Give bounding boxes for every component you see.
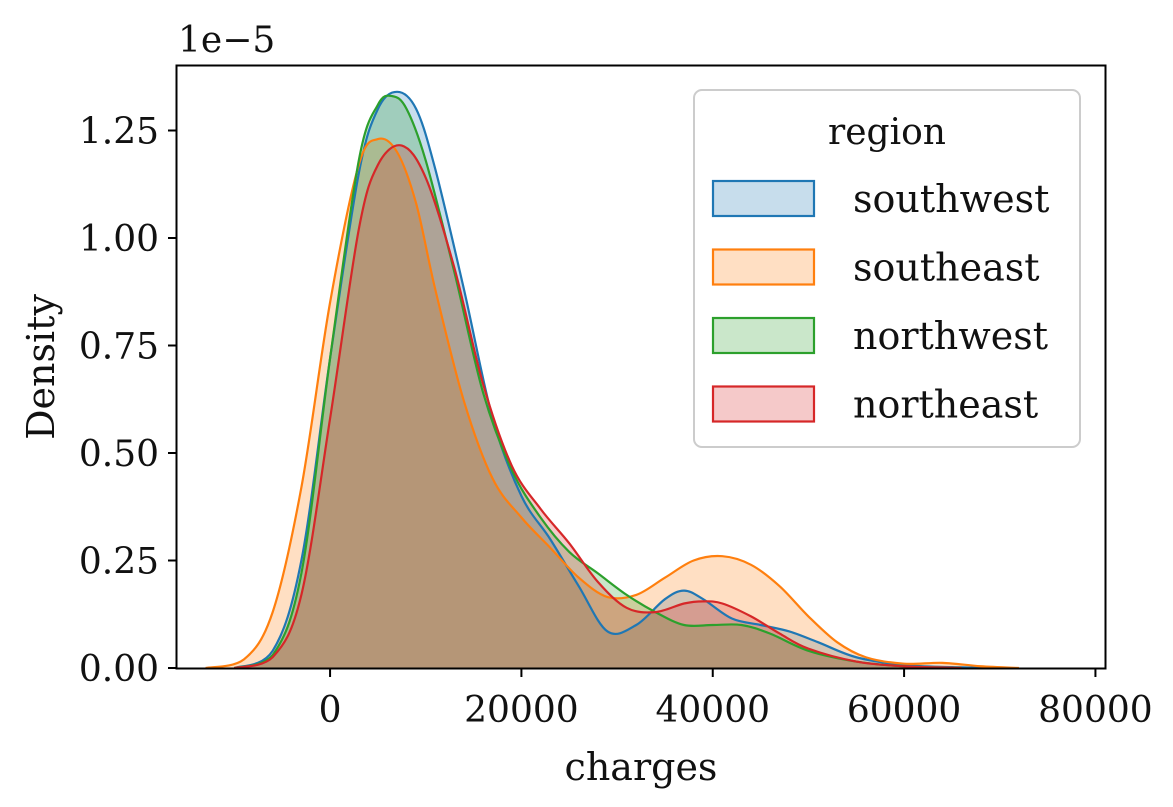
legend-swatch-southwest [711, 179, 816, 218]
density-area-southwest [234, 91, 1000, 669]
legend-label-northwest: northwest [853, 314, 1048, 358]
y-tick-label: 1.25 [79, 112, 159, 153]
density-line-northwest [234, 94, 962, 670]
density-area-southeast [205, 138, 1019, 668]
x-tick-label: 0 [319, 690, 342, 731]
plot-frame [175, 64, 1107, 670]
density-line-southeast [205, 137, 1019, 670]
y-offset-text: 1e−5 [178, 20, 275, 61]
x-axis: 0 20000 40000 60000 80000 [319, 668, 1153, 731]
legend-label-northeast: northeast [853, 383, 1038, 427]
y-tick-label: 0.75 [79, 327, 159, 368]
density-line-southwest [233, 90, 1000, 670]
y-tick-label: 0.25 [79, 542, 159, 583]
x-tick-label: 80000 [1038, 690, 1153, 731]
legend-swatch-northwest [711, 316, 816, 355]
density-line-northeast [234, 144, 962, 670]
density-lines [205, 90, 1019, 670]
y-axis-title: Density [19, 294, 63, 440]
x-axis-title: charges [565, 745, 718, 789]
legend: region southwest southeast northwest northe… [693, 89, 1081, 448]
y-tick-label: 0.00 [79, 649, 159, 690]
legend-frame [693, 89, 1081, 448]
density-areas [205, 91, 1019, 669]
legend-swatch-northeast [711, 385, 816, 423]
x-tick-label: 60000 [847, 690, 962, 731]
y-tick-label: 0.50 [79, 434, 159, 475]
legend-title: region [828, 112, 946, 153]
x-tick-label: 40000 [655, 690, 770, 731]
y-tick-label: 1.00 [79, 219, 159, 260]
density-area-northwest [234, 95, 962, 668]
legend-label-southwest: southwest [853, 177, 1049, 221]
legend-swatch-southeast [711, 248, 816, 286]
legend-label-southeast: southeast [853, 246, 1040, 290]
density-area-northeast [234, 145, 962, 668]
x-tick-label: 20000 [464, 690, 579, 731]
y-axis: 0.00 0.25 0.50 0.75 1.00 1.25 [79, 112, 177, 690]
